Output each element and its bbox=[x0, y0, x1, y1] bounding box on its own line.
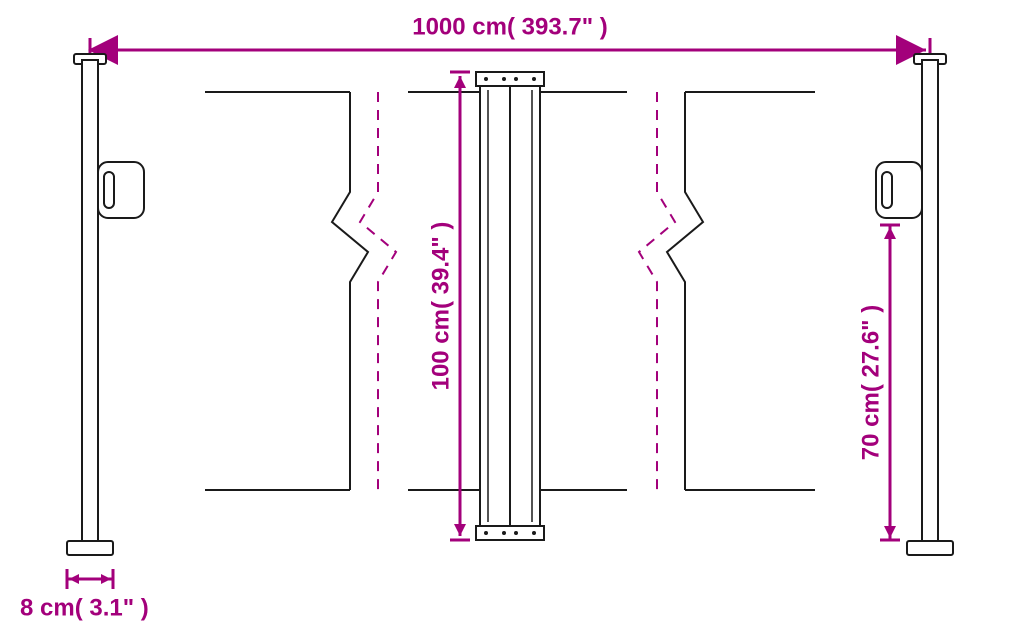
width-label: 1000 cm( 393.7" ) bbox=[412, 13, 608, 40]
base-width-dimension: 8 cm( 3.1" ) bbox=[20, 569, 149, 621]
screen-segment-left bbox=[205, 92, 396, 490]
left-post bbox=[67, 54, 144, 555]
height-label: 100 cm( 39.4" ) bbox=[427, 222, 454, 391]
post-height-label: 70 cm( 27.6" ) bbox=[857, 305, 884, 460]
right-post bbox=[876, 54, 953, 555]
post-height-dimension: 70 cm( 27.6" ) bbox=[857, 225, 900, 540]
height-dimension: 100 cm( 39.4" ) bbox=[427, 72, 470, 540]
dimension-diagram: 1000 cm( 393.7" ) 100 cm( 39.4" ) 70 cm(… bbox=[0, 0, 1020, 632]
screen-segment-right bbox=[639, 92, 815, 490]
base-width-label: 8 cm( 3.1" ) bbox=[20, 594, 149, 621]
width-dimension: 1000 cm( 393.7" ) bbox=[90, 13, 930, 62]
